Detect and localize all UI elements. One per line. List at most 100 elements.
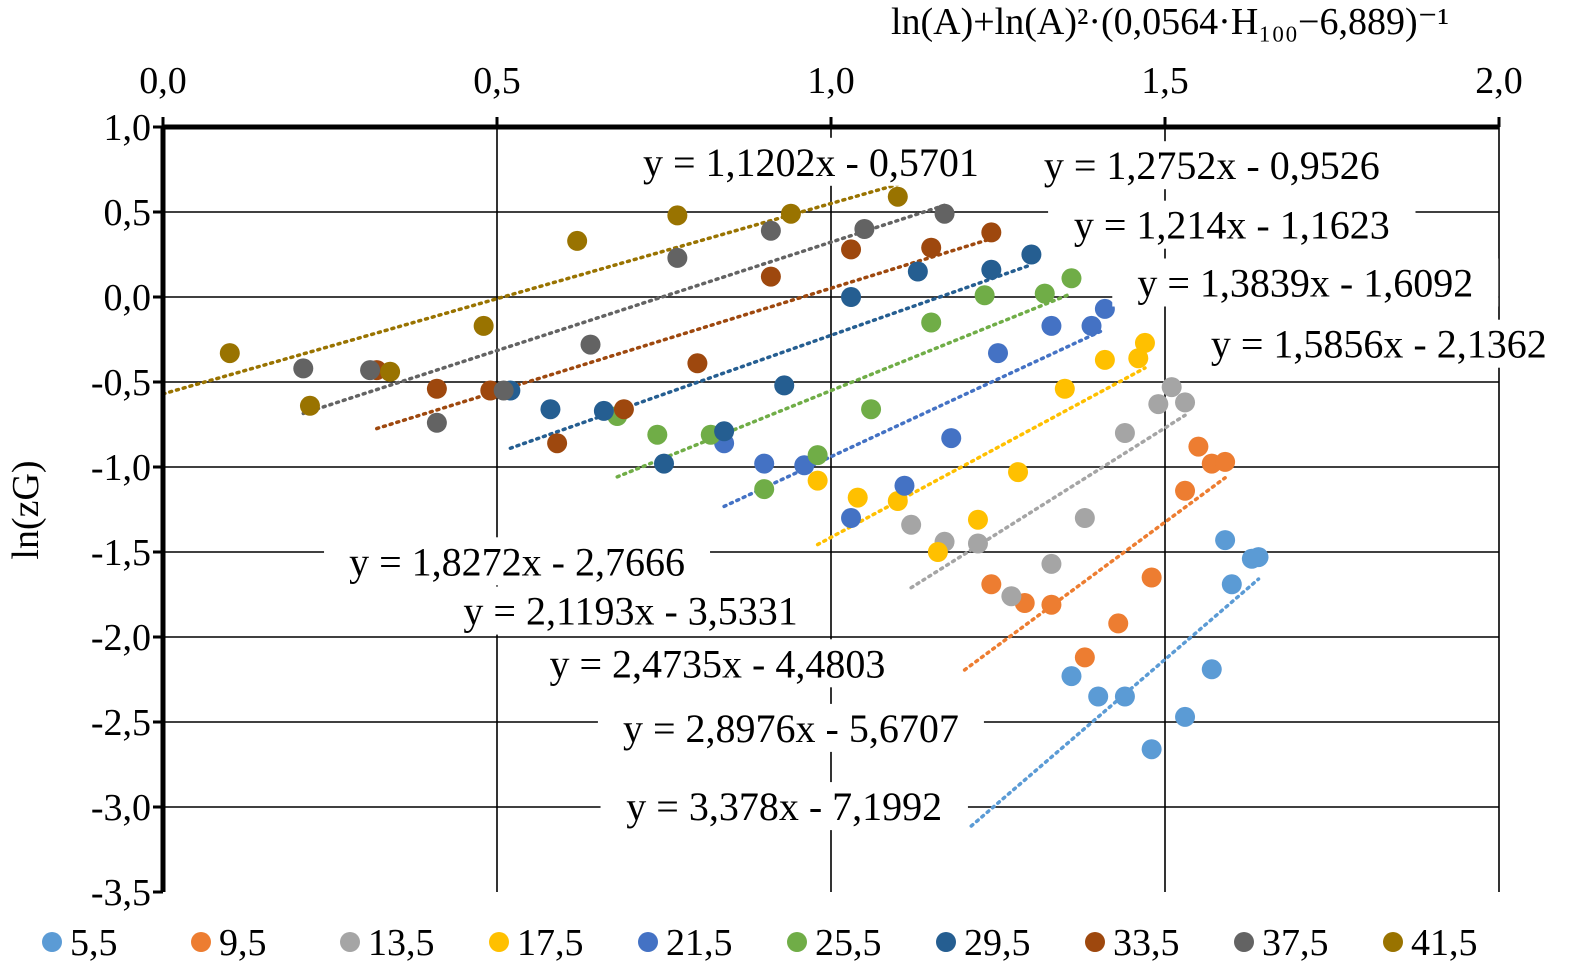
y-tick-label: -3,0	[91, 787, 151, 829]
data-point	[426, 378, 447, 399]
data-point	[754, 453, 775, 474]
data-point	[299, 395, 320, 416]
y-tick-label: -0,5	[91, 362, 151, 404]
data-point	[1034, 283, 1055, 304]
trendline	[375, 236, 994, 431]
data-point	[380, 361, 401, 382]
trendline	[301, 203, 947, 416]
data-point	[901, 514, 922, 535]
data-point	[981, 222, 1002, 243]
legend-marker	[1383, 932, 1403, 952]
trend-equation: y = 1,214x - 1,1623	[1074, 203, 1390, 248]
trendlines	[161, 182, 1261, 828]
trendline	[962, 476, 1227, 672]
trend-equation-bg	[1185, 319, 1570, 368]
data-point	[1041, 315, 1062, 336]
data-point	[760, 220, 781, 241]
data-point	[1074, 647, 1095, 668]
data-point	[1074, 508, 1095, 528]
y-tick-label: 0,0	[104, 277, 152, 319]
data-point	[967, 509, 988, 530]
data-point	[1141, 567, 1162, 588]
x-tick-label: 0,5	[473, 60, 521, 102]
data-point	[1061, 268, 1082, 289]
legend-marker	[1234, 932, 1254, 952]
legend-label: 41,5	[1411, 922, 1478, 964]
data-point	[1041, 553, 1062, 574]
trend-equation-bg	[617, 137, 1004, 186]
data-point	[426, 412, 447, 433]
trendline	[615, 291, 1074, 479]
data-point	[780, 203, 801, 224]
gridlines	[163, 127, 1500, 892]
data-point	[1041, 594, 1062, 615]
trendline	[161, 182, 900, 396]
y-tick-label: -1,0	[91, 447, 151, 489]
trend-equation-bg	[1112, 258, 1499, 307]
legend-label: 17,5	[517, 922, 584, 964]
data-point	[1175, 392, 1196, 413]
y-tick-label: -1,5	[91, 532, 151, 574]
trend-equation: y = 1,2752x - 0,9526	[1044, 143, 1380, 188]
data-point	[754, 479, 775, 500]
y-tick-label: -2,0	[91, 617, 151, 659]
legend-marker	[191, 932, 211, 952]
data-point	[807, 470, 828, 491]
data-point	[1188, 436, 1209, 457]
data-point	[981, 574, 1002, 595]
data-point	[1175, 706, 1196, 727]
data-point	[667, 247, 688, 268]
data-point	[988, 343, 1008, 364]
data-point	[774, 375, 795, 396]
data-point	[1021, 244, 1042, 265]
legend-label: 37,5	[1262, 922, 1329, 964]
trend-equation-bg	[324, 537, 711, 586]
x-tick-label: 0,0	[139, 60, 187, 102]
trend-equation: y = 1,3839x - 1,6092	[1137, 261, 1473, 306]
trend-equation: y = 1,1202x - 0,5701	[643, 140, 979, 185]
data-point	[540, 399, 561, 420]
data-point	[1108, 613, 1129, 634]
trend-equation: y = 3,378x - 7,1992	[626, 784, 942, 829]
data-points	[219, 186, 1269, 760]
data-point	[219, 343, 240, 364]
legend-marker	[787, 932, 807, 952]
trend-equation: y = 1,8272x - 2,7666	[349, 539, 685, 584]
y-tick-label: -2,5	[91, 702, 151, 744]
data-point	[847, 487, 868, 508]
x-axis-title: ln(A)+ln(A)²·(0,0564·H₁₀₀−6,889)⁻¹	[891, 1, 1449, 43]
trend-equation: y = 1,5856x - 2,1362	[1211, 322, 1547, 367]
trend-equation: y = 2,4735x - 4,4803	[549, 641, 885, 686]
data-point	[1141, 739, 1162, 760]
x-tick-label: 1,0	[807, 60, 855, 102]
trend-equation: y = 2,1193x - 3,5331	[463, 589, 797, 634]
trendline	[722, 327, 1107, 509]
data-point	[1215, 530, 1236, 551]
legend-label: 5,5	[70, 922, 118, 964]
data-point	[1114, 686, 1135, 707]
data-point	[974, 285, 995, 306]
data-point	[1114, 423, 1135, 443]
data-point	[1008, 462, 1029, 483]
data-point	[841, 287, 862, 307]
data-point	[807, 445, 828, 466]
data-point	[854, 219, 875, 239]
axes: 1,0 0,5 0,0 -0,5 -1,0 -1,5 -2,0 -2,5 -3,0 -3,5 0,0…	[91, 60, 1523, 914]
data-point	[1081, 315, 1102, 336]
data-point	[1201, 659, 1222, 680]
data-point	[861, 399, 882, 420]
data-point	[667, 205, 688, 226]
trend-equation-bg	[600, 782, 968, 831]
data-point	[967, 533, 988, 554]
data-point	[894, 475, 915, 496]
data-point	[547, 433, 568, 454]
data-point	[1054, 378, 1075, 399]
data-point	[647, 424, 668, 445]
data-point	[360, 360, 381, 381]
data-point	[1248, 547, 1269, 568]
legend-marker	[489, 932, 509, 952]
data-point	[927, 542, 948, 562]
trendline	[815, 366, 1147, 547]
data-point	[473, 315, 494, 336]
